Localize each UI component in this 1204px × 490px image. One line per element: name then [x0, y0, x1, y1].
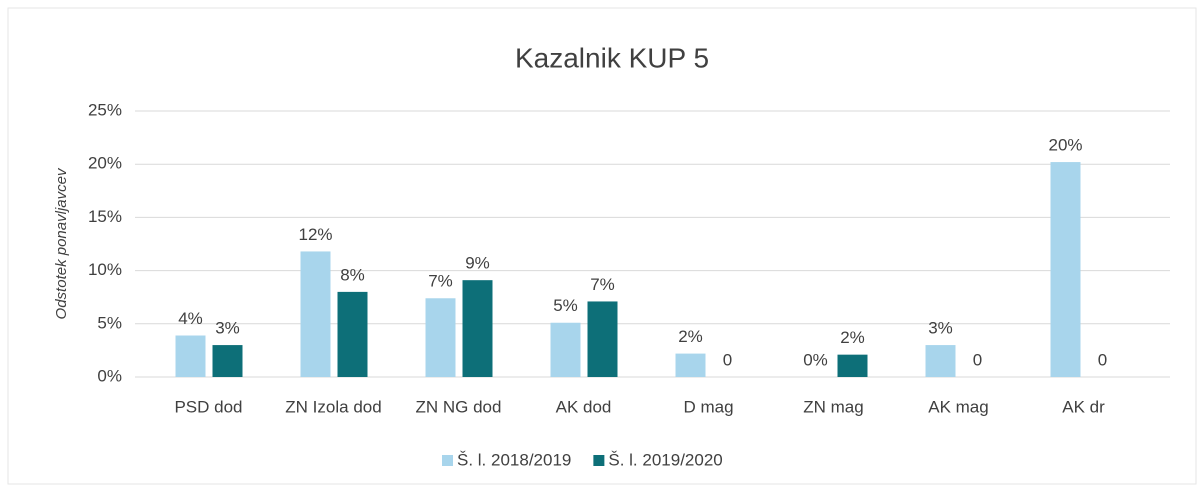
y-tick-label: 20%	[88, 154, 122, 173]
x-tick-label: ZN NG dod	[416, 397, 502, 416]
chart-frame	[7, 7, 1197, 485]
x-tick-label: PSD dod	[174, 397, 242, 416]
data-label: 0	[973, 350, 982, 369]
x-tick-label: AK dod	[556, 397, 612, 416]
data-label: 2%	[840, 328, 865, 347]
y-tick-label: 0%	[97, 366, 122, 385]
bar	[462, 280, 493, 377]
bar	[212, 345, 243, 377]
bar	[925, 345, 956, 377]
data-label: 4%	[178, 309, 203, 328]
data-label: 8%	[340, 265, 365, 284]
bar	[550, 322, 581, 377]
data-label: 12%	[298, 225, 332, 244]
bar	[175, 335, 206, 377]
legend-swatch	[442, 455, 453, 466]
bar	[675, 353, 706, 377]
data-label: 20%	[1048, 136, 1082, 155]
bar	[425, 298, 456, 377]
x-tick-label: ZN Izola dod	[285, 397, 381, 416]
bar	[1050, 162, 1081, 377]
data-label: 3%	[928, 319, 953, 338]
y-tick-label: 25%	[88, 100, 122, 119]
data-label: 0	[1098, 350, 1107, 369]
data-label: 5%	[553, 296, 578, 315]
data-label: 9%	[465, 254, 490, 273]
data-label: 7%	[428, 272, 453, 291]
x-tick-label: AK mag	[928, 397, 988, 416]
bar	[300, 251, 331, 377]
bar	[837, 354, 868, 377]
y-tick-label: 10%	[88, 260, 122, 279]
x-tick-label: ZN mag	[803, 397, 863, 416]
x-tick-label: D mag	[683, 397, 733, 416]
x-tick-label: AK dr	[1062, 397, 1105, 416]
y-tick-label: 15%	[88, 207, 122, 226]
legend-swatch	[593, 455, 605, 466]
legend-label: Š. l. 2018/2019	[457, 450, 571, 469]
y-axis-title: Odstotek ponavljavcev	[53, 167, 70, 319]
y-tick-label: 5%	[97, 313, 122, 332]
data-label: 2%	[678, 327, 703, 346]
data-label: 0	[723, 350, 732, 369]
chart-title: Kazalnik KUP 5	[515, 42, 709, 73]
data-label: 3%	[215, 319, 240, 338]
legend-label: Š. l. 2019/2020	[608, 450, 722, 469]
data-label: 7%	[590, 275, 615, 294]
bar	[337, 291, 368, 377]
bar	[587, 301, 618, 377]
data-label: 0%	[803, 350, 828, 369]
